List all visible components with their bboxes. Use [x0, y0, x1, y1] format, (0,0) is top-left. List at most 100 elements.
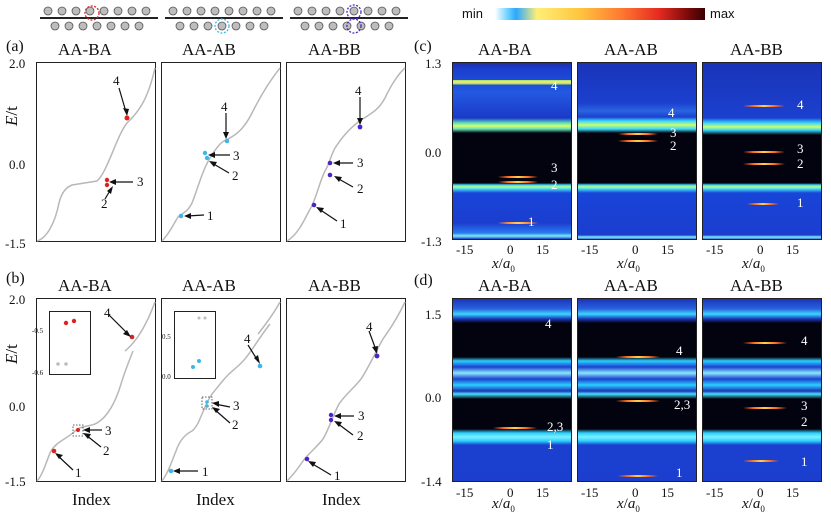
title-b-ba: AA-BA — [58, 276, 112, 295]
d-xtick-ba-3: 15 — [536, 485, 549, 500]
title-a-bb: AA-BB — [308, 40, 361, 59]
inset-ba-tick-top: -0.5 — [32, 327, 44, 335]
d-xtick-ab-2: 0 — [632, 485, 639, 500]
c-xlabel-ba: x/a0 — [492, 256, 515, 274]
a-ba-label-4: 4 — [113, 73, 120, 88]
plot-a-bb: 4 3 2 1 — [286, 62, 406, 242]
a-ab-label-3: 3 — [233, 148, 240, 163]
b-bb-label-4: 4 — [366, 319, 373, 334]
b-ylabel: E/t — [2, 344, 21, 364]
c-ba-label-1: 1 — [528, 214, 535, 229]
d-ab-label-4: 4 — [676, 343, 683, 358]
xlabel-index-3: Index — [322, 490, 361, 509]
d-ab-label-1: 1 — [676, 465, 683, 480]
d-ba-label-4: 4 — [545, 316, 552, 331]
d-xtick-bb-1: -15 — [706, 485, 724, 500]
plot-b-ba: 4 3 2 1 -0.5 -0.6 — [32, 298, 156, 482]
b-bb-label-2: 2 — [357, 428, 364, 443]
d-xtick-bb-3: 15 — [786, 485, 799, 500]
map-c-ab: 4 3 2 — [577, 62, 697, 240]
xlabel-index-2: Index — [196, 490, 235, 509]
colorbar — [495, 8, 705, 20]
schematic-aa-ba — [40, 5, 158, 31]
c-xlabel-bb: x/a0 — [742, 256, 765, 274]
panel-label-b: (b) — [6, 270, 25, 287]
plot-b-ab: 4 3 2 1 0.5 0.0 — [161, 298, 281, 482]
b-tick-mid: 0.0 — [9, 399, 26, 414]
d-ab-label-23: 2,3 — [674, 397, 691, 412]
c-ba-label-4: 4 — [551, 78, 558, 93]
title-d-bb: AA-BB — [730, 276, 783, 295]
a-bb-label-2: 2 — [357, 181, 364, 196]
d-xlabel-ab: x/a0 — [617, 496, 640, 514]
c-xtick-ba-3: 15 — [536, 242, 549, 257]
a-ab-label-2: 2 — [232, 168, 239, 183]
a-tick-bot: -1.5 — [5, 236, 26, 251]
title-a-ab: AA-AB — [182, 40, 236, 59]
title-c-bb: AA-BB — [730, 40, 783, 59]
b-ba-label-1: 1 — [75, 465, 82, 480]
inset-ab — [174, 311, 216, 379]
panel-label-c: (c) — [414, 38, 432, 55]
inset-ba — [49, 311, 91, 375]
plot-b-bb: 4 3 2 1 — [286, 298, 406, 483]
c-tick-mid: 0.0 — [425, 145, 442, 160]
b-ab-label-3: 3 — [233, 398, 240, 413]
c-xtick-ab-3: 15 — [661, 242, 674, 257]
c-xtick-ab-1: -15 — [581, 242, 599, 257]
c-tick-bot: -1.3 — [421, 234, 442, 249]
map-c-ba: 4 3 2 1 — [452, 62, 572, 240]
b-ba-label-3: 3 — [105, 423, 112, 438]
d-bb-label-3: 3 — [801, 398, 808, 413]
inset-ab-tick-bot: 0.0 — [162, 373, 171, 381]
a-bb-label-1: 1 — [340, 216, 347, 231]
d-xtick-bb-2: 0 — [757, 485, 764, 500]
c-xtick-bb-2: 0 — [757, 242, 764, 257]
b-bb-label-1: 1 — [334, 468, 341, 483]
d-xlabel-bb: x/a0 — [742, 496, 765, 514]
title-c-ab: AA-AB — [604, 40, 658, 59]
map-d-bb: 4 3 2 1 — [702, 298, 822, 482]
panel-label-a: (a) — [6, 38, 24, 55]
d-xtick-ba-1: -15 — [456, 485, 474, 500]
inset-ab-tick-top: 0.5 — [162, 333, 171, 341]
title-d-ba: AA-BA — [478, 276, 532, 295]
b-ba-label-2: 2 — [103, 443, 110, 458]
title-c-ba: AA-BA — [478, 40, 532, 59]
d-tick-top: 1.5 — [425, 307, 442, 322]
title-a-ba: AA-BA — [58, 40, 112, 59]
a-ylabel: E/t — [2, 106, 21, 126]
c-xtick-ba-2: 0 — [507, 242, 514, 257]
d-ba-label-1: 1 — [547, 437, 554, 452]
c-ab-label-2: 2 — [670, 138, 677, 153]
c-xtick-bb-1: -15 — [706, 242, 724, 257]
inset-ba-tick-bot: -0.6 — [32, 369, 44, 377]
a-ab-label-4: 4 — [221, 99, 228, 114]
d-bb-label-1: 1 — [801, 454, 808, 469]
c-xtick-ba-1: -15 — [456, 242, 474, 257]
plot-a-ba: 4 3 2 — [36, 62, 156, 242]
d-ba-label-23: 2,3 — [547, 419, 564, 434]
c-ba-label-3: 3 — [551, 160, 558, 175]
b-ab-label-4: 4 — [244, 331, 251, 346]
c-tick-top: 1.3 — [425, 56, 442, 71]
map-d-ab: 4 2,3 1 — [577, 298, 697, 482]
c-xtick-ab-2: 0 — [632, 242, 639, 257]
c-bb-label-1: 1 — [797, 195, 804, 210]
a-tick-mid: 0.0 — [9, 157, 26, 172]
c-ab-label-4: 4 — [668, 105, 675, 120]
a-tick-top: 2.0 — [9, 56, 26, 71]
a-ba-label-3: 3 — [137, 174, 144, 189]
d-tick-mid: 0.0 — [425, 390, 442, 405]
a-bb-label-4: 4 — [355, 83, 362, 98]
b-ba-label-4: 4 — [104, 305, 111, 320]
d-xtick-ba-2: 0 — [507, 485, 514, 500]
colorbar-max: max — [710, 6, 735, 21]
c-ba-label-2: 2 — [551, 177, 558, 192]
plot-a-ab: 4 3 2 1 — [161, 62, 281, 242]
d-xtick-ab-1: -15 — [581, 485, 599, 500]
a-bb-label-3: 3 — [357, 155, 364, 170]
d-xtick-ab-3: 15 — [661, 485, 674, 500]
title-d-ab: AA-AB — [604, 276, 658, 295]
b-tick-bot: -1.5 — [5, 474, 26, 489]
